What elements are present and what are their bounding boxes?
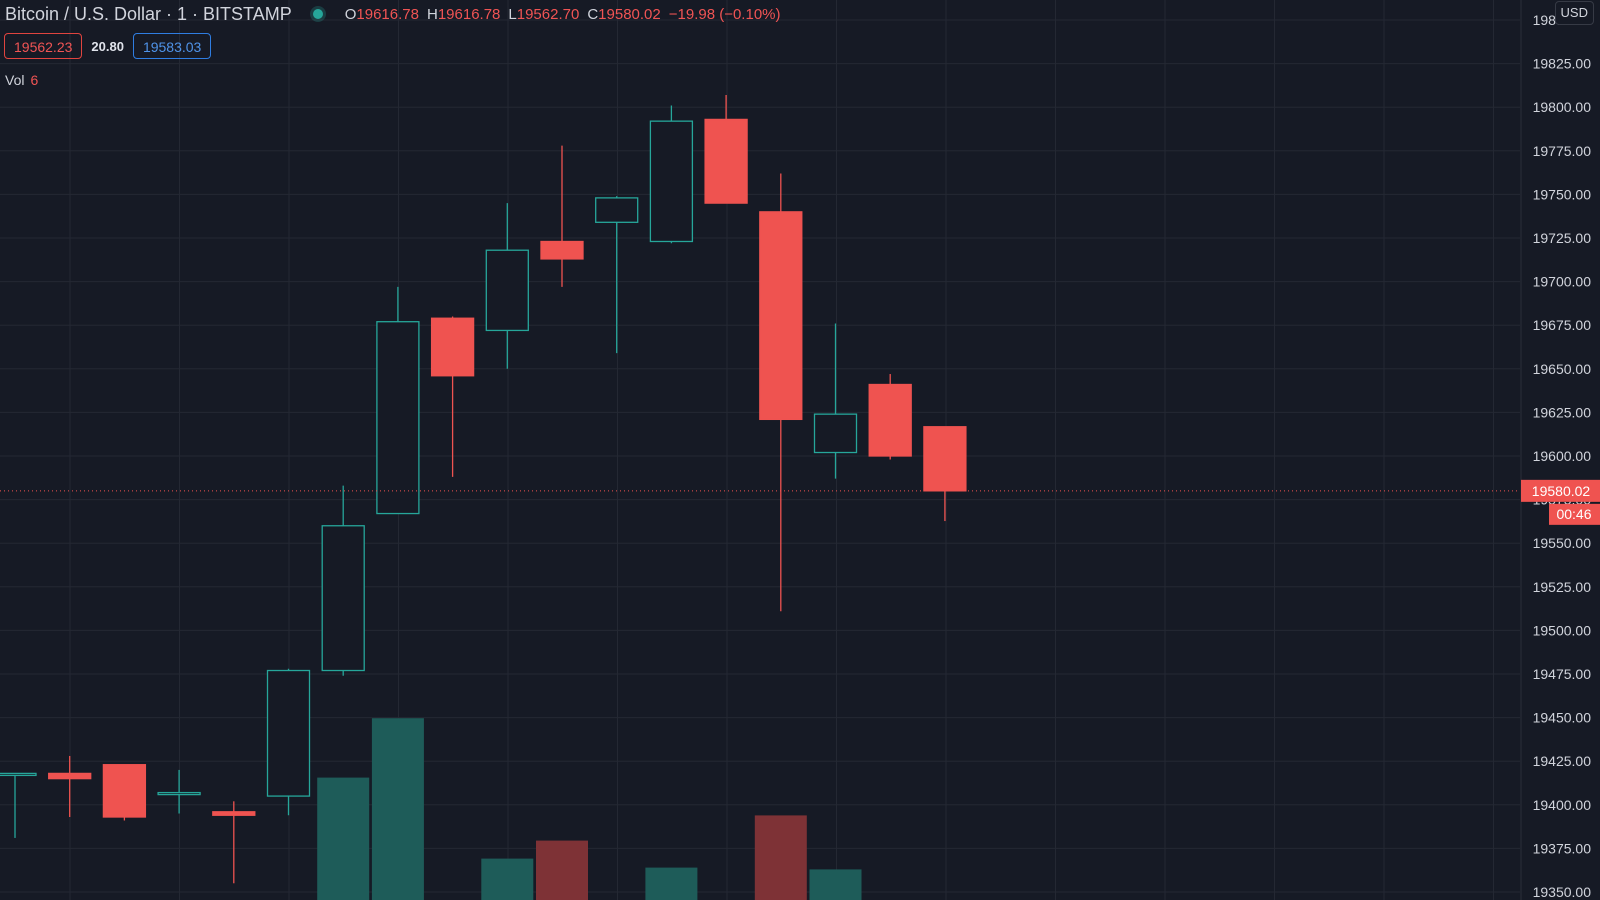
candle-body[interactable]	[485, 249, 529, 332]
symbol-legend: Bitcoin / U.S. Dollar · 1 · BITSTAMP O19…	[5, 3, 781, 25]
market-status-icon[interactable]	[312, 9, 323, 19]
y-tick-label: 19725.00	[1533, 230, 1592, 246]
countdown-tag	[1549, 503, 1600, 525]
volume-bar	[317, 777, 370, 900]
candle-body[interactable]	[102, 764, 147, 818]
candle-body[interactable]	[540, 240, 584, 260]
candle-body[interactable]	[212, 811, 256, 816]
countdown-label: 00:46	[1556, 506, 1591, 522]
y-tick-label: 19375.00	[1533, 840, 1592, 856]
y-tick-label: 19800.00	[1533, 99, 1592, 115]
last-price-label: 19580.02	[1532, 483, 1591, 499]
quote-boxes: 19562.23 20.80 19583.03	[4, 33, 212, 59]
candle-body[interactable]	[321, 525, 365, 672]
volume-bar	[754, 815, 807, 900]
high-value: H19616.78	[426, 5, 501, 23]
y-tick-label: 19500.00	[1533, 622, 1592, 638]
change-value: −19.98 (−0.10%)	[668, 5, 781, 23]
y-tick-label: 19675.00	[1533, 317, 1592, 333]
candle-body[interactable]	[48, 772, 92, 780]
low-value: L19562.70	[508, 5, 580, 23]
y-tick-label: 19650.00	[1533, 361, 1592, 377]
y-tick-label: 19450.00	[1533, 710, 1592, 726]
candle-body[interactable]	[376, 321, 420, 515]
y-tick-label: 19600.00	[1533, 448, 1592, 464]
open-value: O19616.78	[344, 5, 419, 23]
candle-body[interactable]	[759, 211, 803, 421]
candle-body[interactable]	[157, 791, 201, 796]
volume-bar	[536, 840, 588, 900]
volume-value: 6	[30, 72, 39, 88]
ask-price-button[interactable]: 19583.03	[132, 33, 212, 59]
candle-body[interactable]	[430, 317, 475, 377]
candle-body[interactable]	[595, 197, 639, 223]
currency-button[interactable]: USD	[1554, 1, 1594, 25]
symbol-title[interactable]: Bitcoin / U.S. Dollar · 1 · BITSTAMP	[5, 3, 292, 24]
y-tick-label: 19425.00	[1533, 753, 1592, 769]
candle-body[interactable]	[0, 772, 37, 777]
candle-body[interactable]	[923, 426, 967, 492]
volume-label: Vol	[5, 72, 25, 88]
spread-value: 20.80	[91, 38, 124, 54]
candle-body[interactable]	[813, 413, 858, 454]
volume-legend[interactable]: Vol 6	[5, 72, 38, 88]
y-tick-label: 19700.00	[1533, 274, 1592, 290]
y-tick-label: 19350.00	[1533, 884, 1592, 900]
y-tick-label: 19525.00	[1533, 579, 1592, 595]
y-tick-label: 19550.00	[1533, 535, 1592, 551]
candle-body[interactable]	[649, 120, 694, 243]
y-tick-label: 19750.00	[1533, 186, 1592, 202]
volume-bar	[371, 718, 424, 900]
y-tick-label: 19825.00	[1533, 56, 1592, 72]
candle-body[interactable]	[704, 118, 748, 204]
price-axis[interactable]	[1521, 0, 1600, 900]
volume-bar	[645, 867, 698, 900]
y-tick-label: 19625.00	[1533, 404, 1592, 420]
bid-price-button[interactable]: 19562.23	[4, 33, 83, 59]
volume-bar	[481, 858, 534, 900]
candle-body[interactable]	[266, 669, 311, 797]
candle-body[interactable]	[868, 383, 912, 457]
y-tick-label: 19400.00	[1533, 797, 1592, 813]
volume-bar	[809, 869, 862, 900]
y-tick-label: 19475.00	[1533, 666, 1592, 682]
last-price-tag	[1521, 479, 1600, 502]
y-tick-label: 19775.00	[1533, 143, 1592, 159]
close-value: C19580.02	[587, 5, 661, 23]
